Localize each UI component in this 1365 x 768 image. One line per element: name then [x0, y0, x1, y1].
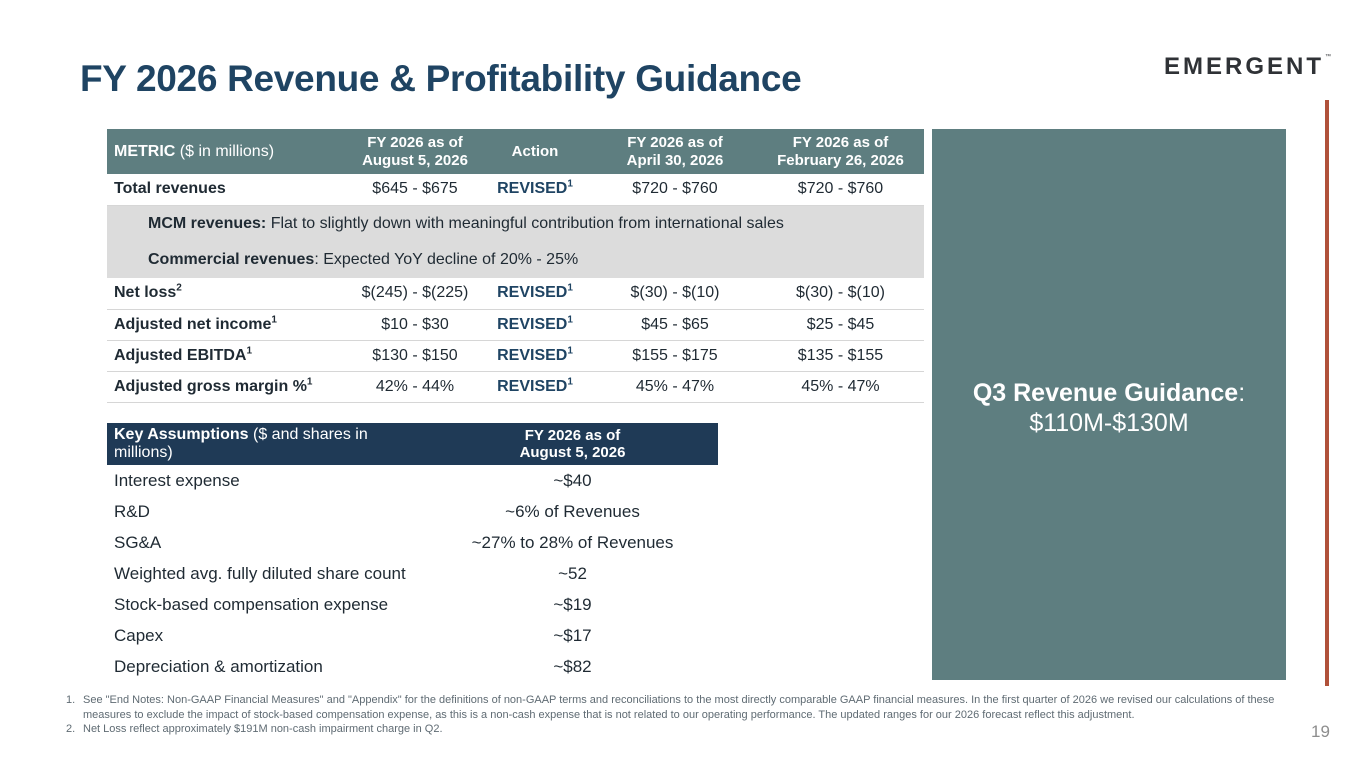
header-action: Action	[477, 129, 593, 174]
mcm-note: MCM revenues: Flat to slightly down with…	[148, 214, 784, 232]
assumptions-header-label: Key Assumptions ($ and shares in million…	[107, 423, 427, 465]
metric-label: Net loss2	[107, 278, 353, 310]
value-feb: $(30) - $(10)	[757, 278, 924, 310]
assumption-label: Stock-based compensation expense	[114, 594, 389, 614]
value-apr: $(30) - $(10)	[593, 278, 757, 310]
metric-label: Total revenues	[107, 174, 353, 206]
guidance-header-row: METRIC ($ in millions) FY 2026 as of Augu…	[107, 129, 924, 174]
accent-bar	[1325, 100, 1329, 686]
value-aug: $130 - $150	[353, 340, 477, 372]
table-row: Total revenues $645 - $675 REVISED1 $720…	[107, 174, 924, 206]
footnote-2: 2. Net Loss reflect approximately $191M n…	[66, 723, 443, 735]
assumption-value: ~27% to 28% of Revenues	[471, 532, 674, 552]
value-feb: $720 - $760	[757, 174, 924, 206]
value-apr: $720 - $760	[593, 174, 757, 206]
assumptions-header-row: Key Assumptions ($ and shares in million…	[107, 423, 718, 465]
assumption-value: ~6% of Revenues	[505, 501, 640, 521]
assumption-label: Capex	[114, 625, 164, 645]
logo-trademark: ™	[1325, 54, 1332, 60]
table-row: Adjusted gross margin %1 42% - 44% REVIS…	[107, 371, 924, 403]
assumption-label: Weighted avg. fully diluted share count	[114, 563, 406, 583]
table-row: R&D ~6% of Revenues	[107, 496, 718, 527]
metric-label: Adjusted gross margin %1	[107, 371, 353, 403]
q3-guidance-value: $110M-$130M	[1029, 408, 1189, 437]
value-apr: $45 - $65	[593, 309, 757, 341]
value-aug: $645 - $675	[353, 174, 477, 206]
logo-text: EMERGENT	[1164, 53, 1325, 80]
value-feb: 45% - 47%	[757, 371, 924, 403]
assumption-label: Interest expense	[114, 470, 240, 490]
table-row: Capex ~$17	[107, 620, 718, 651]
value-feb: $25 - $45	[757, 309, 924, 341]
value-aug: $10 - $30	[353, 309, 477, 341]
value-aug: 42% - 44%	[353, 371, 477, 403]
action-status: REVISED1	[477, 278, 593, 310]
table-row: Depreciation & amortization ~$82	[107, 651, 718, 682]
q3-guidance-title: Q3 Revenue Guidance:	[972, 378, 1246, 407]
table-row: Stock-based compensation expense ~$19	[107, 589, 718, 620]
action-status: REVISED1	[477, 174, 593, 206]
page-number: 19	[1311, 722, 1330, 741]
metric-label: Adjusted EBITDA1	[107, 340, 353, 372]
header-apr: FY 2026 as of April 30, 2026	[593, 129, 757, 174]
header-aug: FY 2026 as of August 5, 2026	[353, 129, 477, 174]
guidance-table: METRIC ($ in millions) FY 2026 as of Augu…	[107, 129, 924, 403]
value-aug: $(245) - $(225)	[353, 278, 477, 310]
assumption-value: ~$17	[553, 625, 592, 645]
assumption-value: ~$40	[553, 470, 592, 490]
table-row: Interest expense ~$40	[107, 465, 718, 496]
assumption-label: Depreciation & amortization	[114, 656, 323, 676]
footnote-1: 1. See "End Notes: Non-GAAP Financial Mea…	[66, 694, 1275, 721]
assumption-value: ~$19	[553, 594, 592, 614]
action-status: REVISED1	[477, 371, 593, 403]
value-apr: $155 - $175	[593, 340, 757, 372]
q3-guidance-panel: Q3 Revenue Guidance: $110M-$130M	[932, 129, 1286, 680]
action-status: REVISED1	[477, 309, 593, 341]
metric-label: Adjusted net income1	[107, 309, 353, 341]
page-title: FY 2026 Revenue & Profitability Guidance	[80, 58, 802, 99]
segment-row: MCM revenues: Flat to slightly down with…	[107, 205, 924, 278]
commercial-note: Commercial revenues: Expected YoY declin…	[148, 250, 579, 268]
assumption-value: ~$82	[553, 656, 592, 676]
assumptions-header-date: FY 2026 as of August 5, 2026	[427, 423, 718, 465]
table-row: Adjusted EBITDA1 $130 - $150 REVISED1 $1…	[107, 340, 924, 372]
header-metric: METRIC ($ in millions)	[107, 129, 353, 174]
company-logo: EMERGENT ™	[1164, 52, 1331, 82]
assumption-label: R&D	[114, 501, 150, 521]
key-assumptions-table: Key Assumptions ($ and shares in million…	[107, 423, 718, 682]
value-feb: $135 - $155	[757, 340, 924, 372]
table-row: Weighted avg. fully diluted share count ~…	[107, 558, 718, 589]
table-row: Adjusted net income1 $10 - $30 REVISED1 …	[107, 309, 924, 341]
table-row: SG&A ~27% to 28% of Revenues	[107, 527, 718, 558]
assumption-label: SG&A	[114, 532, 162, 552]
action-status: REVISED1	[477, 340, 593, 372]
footnotes: 1. See "End Notes: Non-GAAP Financial Mea…	[66, 693, 1291, 737]
assumption-value: ~52	[558, 563, 587, 583]
table-row: Net loss2 $(245) - $(225) REVISED1 $(30)…	[107, 278, 924, 310]
header-feb: FY 2026 as of February 26, 2026	[757, 129, 924, 174]
segment-notes: MCM revenues: Flat to slightly down with…	[107, 205, 924, 278]
value-apr: 45% - 47%	[593, 371, 757, 403]
